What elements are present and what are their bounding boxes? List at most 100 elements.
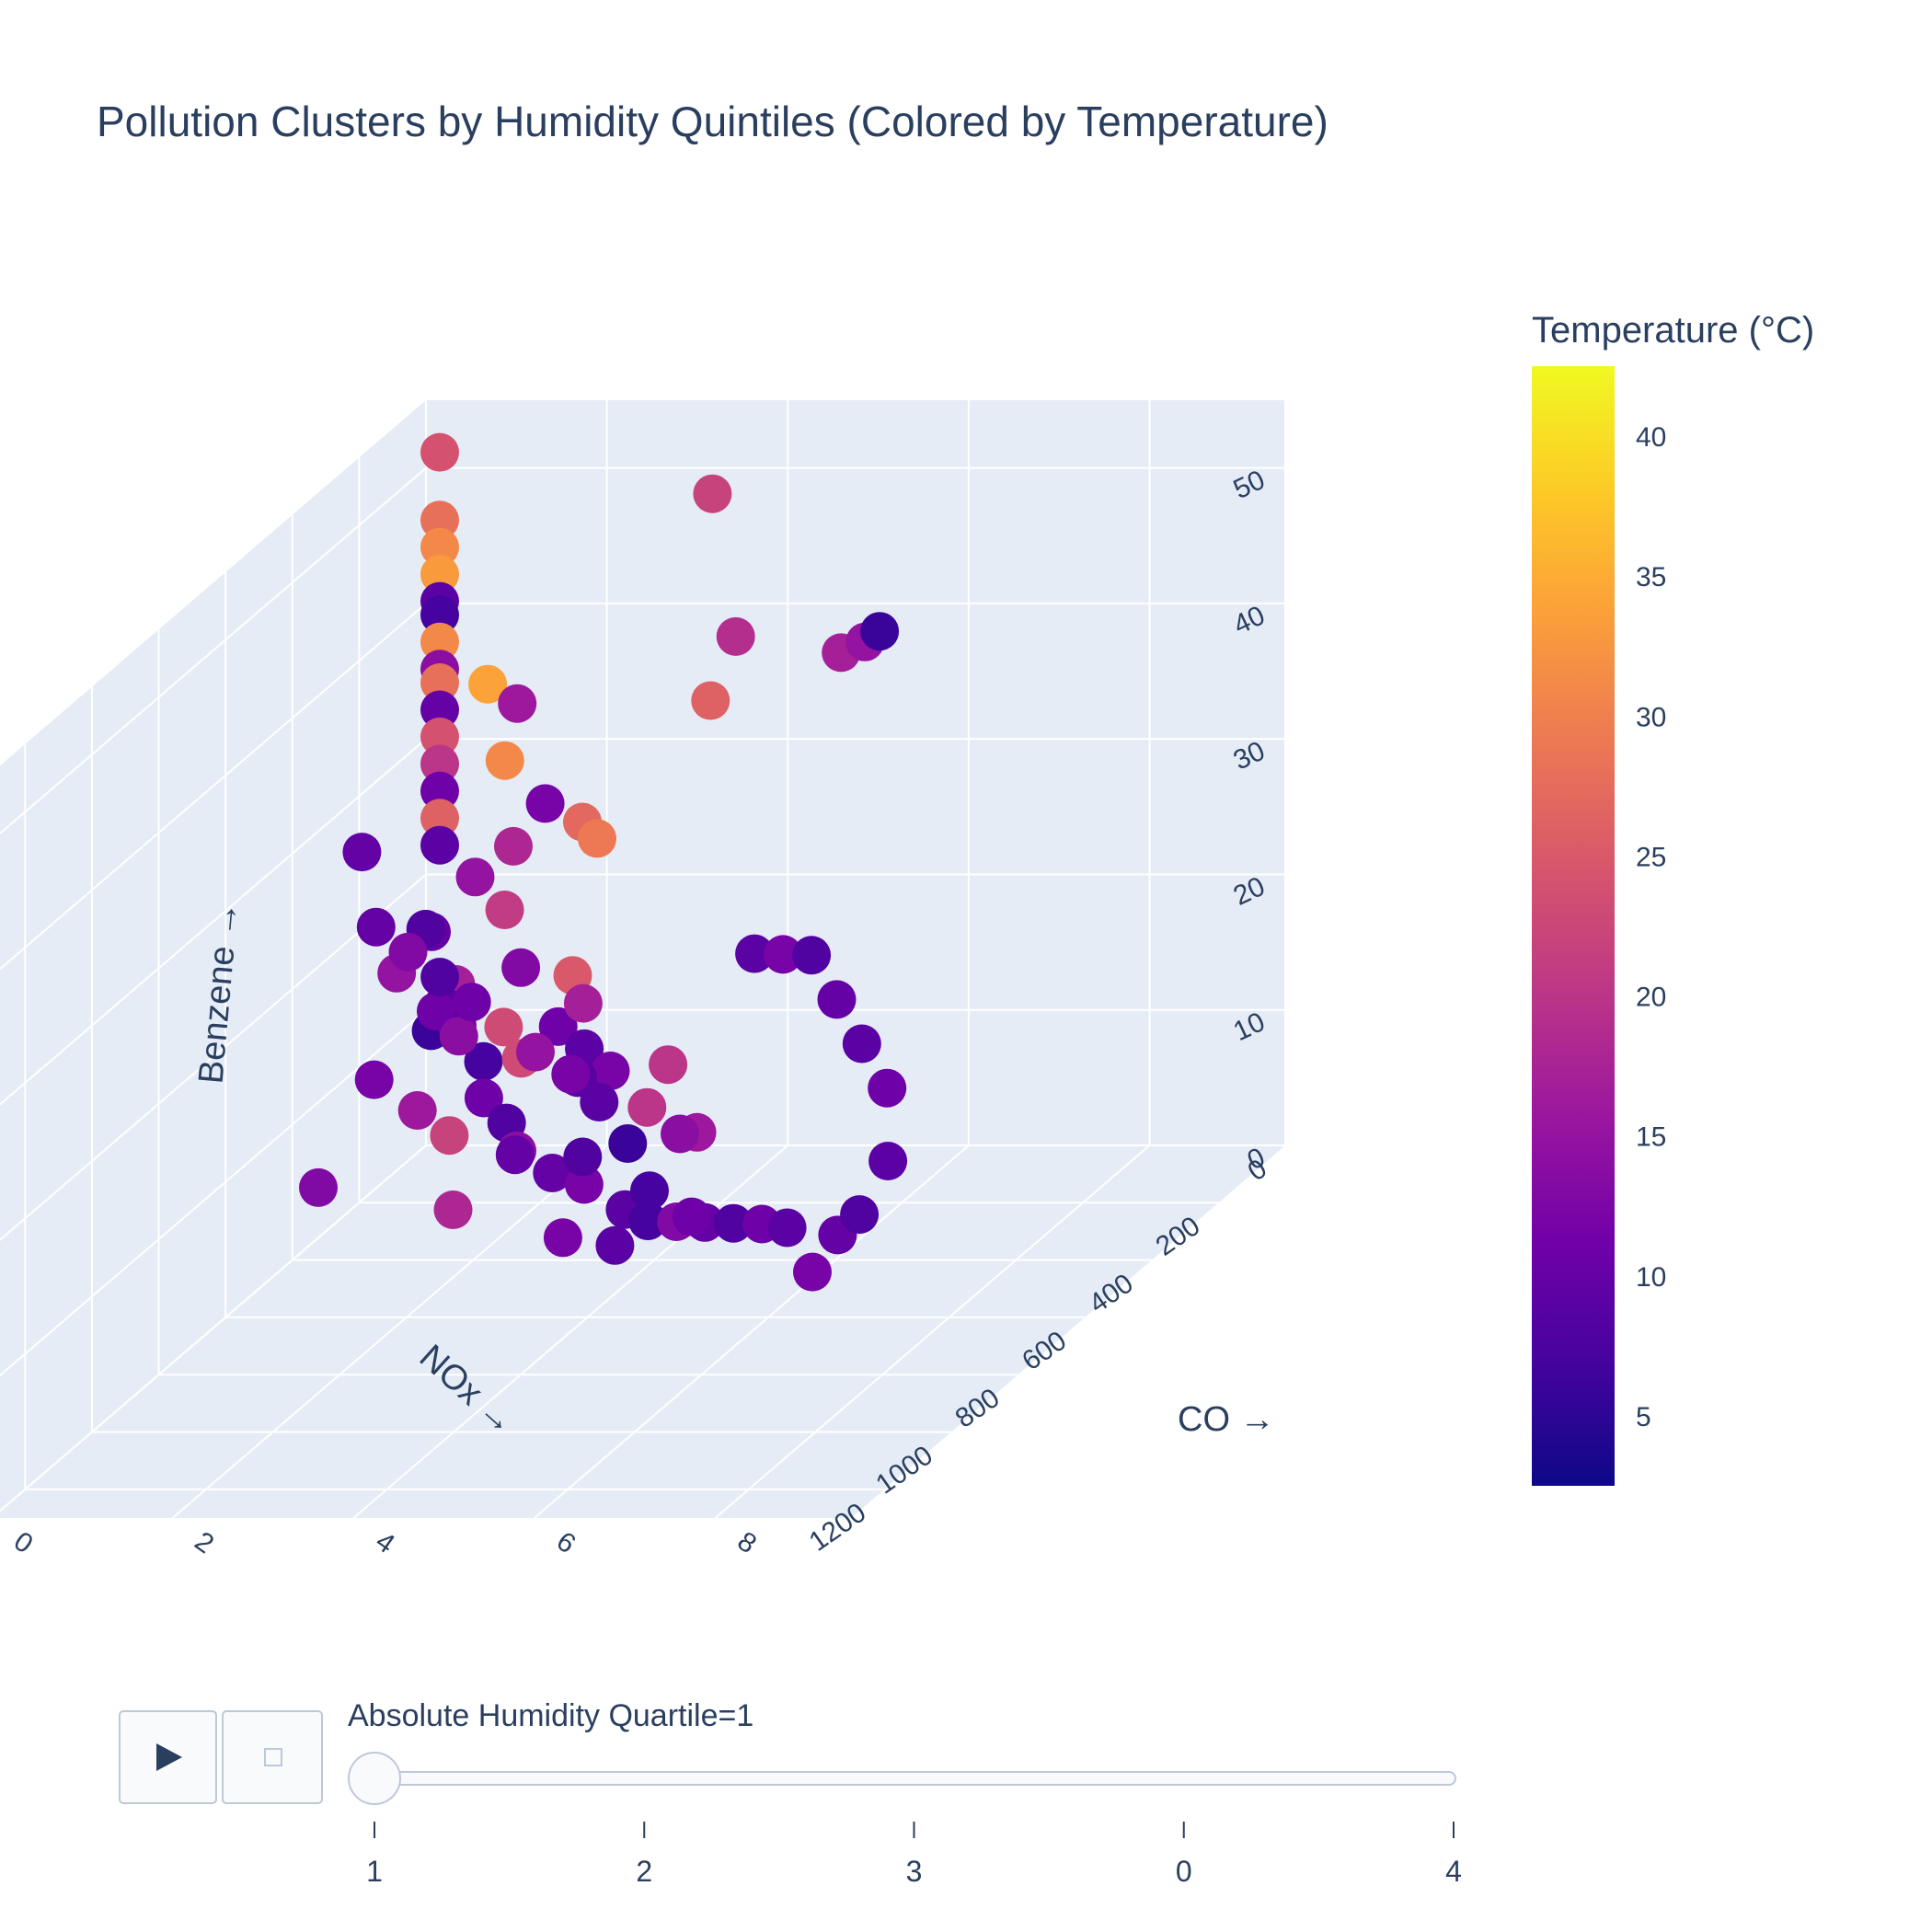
data-point[interactable] [538, 1006, 578, 1046]
data-point[interactable] [420, 744, 459, 784]
data-point[interactable] [388, 932, 428, 972]
data-point[interactable] [420, 717, 459, 756]
data-point[interactable] [420, 958, 460, 996]
data-point[interactable] [842, 1024, 881, 1064]
data-point[interactable] [563, 1137, 603, 1177]
data-point[interactable] [420, 500, 459, 540]
wall-x0 [0, 400, 426, 1512]
data-point[interactable] [420, 595, 459, 635]
co-tick-label: 8 [732, 1526, 763, 1560]
data-point[interactable] [484, 1007, 523, 1047]
data-point[interactable] [691, 681, 730, 720]
data-point[interactable] [439, 1017, 478, 1056]
data-point[interactable] [397, 1091, 437, 1130]
data-point[interactable] [464, 1078, 503, 1118]
data-point[interactable] [551, 1054, 591, 1094]
data-point[interactable] [485, 741, 524, 780]
slider-step-label[interactable]: 2 [636, 1855, 652, 1888]
data-point[interactable] [452, 983, 491, 1022]
data-point[interactable] [495, 1135, 535, 1175]
data-point[interactable] [860, 612, 900, 651]
data-point[interactable] [563, 983, 603, 1023]
data-point[interactable] [516, 1032, 555, 1072]
data-point[interactable] [630, 1171, 669, 1211]
data-point[interactable] [494, 826, 533, 866]
data-point[interactable] [299, 1167, 338, 1207]
colorbar-tick-label: 20 [1636, 983, 1666, 1013]
data-point[interactable] [608, 1124, 648, 1163]
data-point[interactable] [578, 819, 616, 858]
data-point[interactable] [420, 555, 459, 594]
grid-x-floor [714, 1144, 1151, 1519]
grid-z-wall-x0 [0, 603, 427, 971]
stop-button[interactable] [222, 1710, 323, 1804]
data-point[interactable] [420, 432, 459, 472]
data-point[interactable] [591, 1052, 630, 1090]
data-point[interactable] [564, 1165, 604, 1204]
data-point[interactable] [580, 1083, 619, 1121]
co-tick-label: 4 [370, 1526, 400, 1560]
floor [0, 1145, 1285, 1518]
data-point[interactable] [661, 1114, 699, 1154]
slider-rail[interactable] [349, 1771, 1456, 1786]
data-point[interactable] [735, 934, 775, 973]
data-point[interactable] [354, 1060, 394, 1099]
data-point[interactable] [672, 1197, 711, 1236]
grid-z-wall-x0 [0, 466, 427, 835]
play-icon [156, 1743, 182, 1771]
data-point[interactable] [464, 1041, 503, 1081]
data-point[interactable] [498, 684, 537, 723]
data-point[interactable] [627, 1087, 667, 1127]
data-point[interactable] [868, 1068, 907, 1108]
data-point[interactable] [430, 1116, 469, 1156]
data-point[interactable] [714, 1203, 753, 1243]
data-point[interactable] [420, 799, 459, 838]
data-point[interactable] [525, 784, 565, 823]
data-point[interactable] [543, 1218, 582, 1258]
gridlines [0, 400, 1286, 1519]
slider-current-value: Absolute Humidity Quartile=1 [348, 1698, 753, 1733]
data-point[interactable] [342, 833, 382, 872]
slider-step-label[interactable]: 1 [366, 1855, 383, 1888]
colorbar-tick-label: 10 [1636, 1262, 1666, 1293]
data-point[interactable] [420, 690, 459, 730]
slider-step-label[interactable]: 3 [906, 1855, 923, 1888]
data-point[interactable] [792, 936, 832, 975]
colorbar-tick-label: 25 [1636, 842, 1666, 872]
data-point[interactable] [628, 1202, 668, 1241]
data-point[interactable] [356, 907, 396, 947]
grid-x-floor [171, 1144, 608, 1519]
colorbar-tick-label: 40 [1636, 422, 1666, 453]
data-point[interactable] [767, 1208, 807, 1248]
data-point[interactable] [468, 664, 508, 704]
data-point[interactable] [840, 1195, 880, 1235]
data-point[interactable] [420, 527, 459, 567]
play-button[interactable] [119, 1710, 217, 1804]
data-point[interactable] [693, 474, 732, 513]
data-point[interactable] [595, 1225, 635, 1265]
data-point[interactable] [455, 857, 495, 897]
data-point[interactable] [433, 1190, 473, 1229]
data-point[interactable] [533, 1154, 572, 1192]
data-point[interactable] [417, 992, 455, 1031]
chart-title: Pollution Clusters by Humidity Quintiles… [97, 98, 1328, 145]
data-point[interactable] [501, 948, 541, 987]
data-point[interactable] [420, 622, 459, 661]
wall-y0 [426, 400, 1285, 1145]
data-point[interactable] [817, 980, 857, 1019]
slider-handle[interactable] [348, 1752, 401, 1805]
data-point[interactable] [764, 935, 803, 974]
data-point[interactable] [793, 1252, 832, 1292]
data-point[interactable] [420, 825, 459, 865]
data-point[interactable] [868, 1142, 908, 1180]
co-tick-label: 0 [8, 1526, 39, 1560]
slider-step-label[interactable]: 4 [1445, 1855, 1462, 1888]
slider-step-label[interactable]: 0 [1176, 1855, 1192, 1888]
data-point[interactable] [649, 1045, 688, 1085]
data-point[interactable] [420, 663, 459, 702]
data-point[interactable] [420, 771, 459, 811]
data-point[interactable] [485, 891, 524, 929]
data-point[interactable] [716, 616, 755, 656]
